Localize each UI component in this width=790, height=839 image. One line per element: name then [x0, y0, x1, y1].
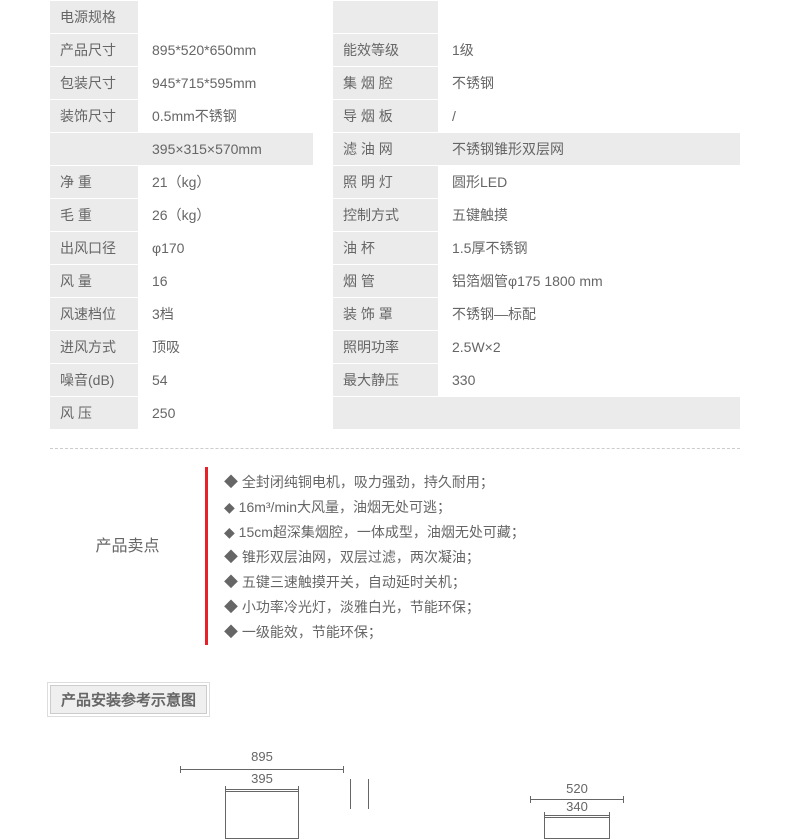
spec-value: 圆形LED	[438, 166, 740, 198]
spec-row: 毛 重26（kg） 控制方式五键触摸	[50, 199, 740, 231]
spec-row: 产品尺寸895*520*650mm 能效等级1级	[50, 34, 740, 66]
spec-value: 不锈钢	[438, 67, 740, 99]
spec-label: 能效等级	[333, 34, 438, 66]
spec-label: 集 烟 腔	[333, 67, 438, 99]
spec-value	[138, 1, 313, 33]
spec-value: 250	[138, 397, 313, 429]
spec-label: 电源规格	[50, 1, 138, 33]
selling-point-item: ◆ 一级能效，节能环保；	[224, 620, 740, 645]
spec-label: 进风方式	[50, 331, 138, 363]
dim-340: 340	[560, 799, 594, 814]
spec-label: 出风口径	[50, 232, 138, 264]
spec-row: 噪音(dB)54 最大静压330	[50, 364, 740, 396]
spec-label: 净 重	[50, 166, 138, 198]
spec-row: 电源规格	[50, 1, 740, 33]
spec-value: 330	[438, 364, 740, 396]
spec-value: 3档	[138, 298, 313, 330]
spec-label: 风速档位	[50, 298, 138, 330]
spec-label	[333, 397, 438, 429]
install-diagram: 895 395 520 340	[50, 749, 740, 839]
spec-row: 风 量16 烟 管铝箔烟管φ175 1800 mm	[50, 265, 740, 297]
install-title: 产品安装参考示意图	[50, 685, 207, 714]
selling-point-item: ◆ 锥形双层油网，双层过滤，两次凝油；	[224, 545, 740, 570]
spec-value: 395×315×570mm	[138, 133, 313, 165]
spec-value: 1.5厚不锈钢	[438, 232, 740, 264]
selling-point-item: ◆ 16m³/min大风量，油烟无处可逃；	[224, 495, 740, 520]
spec-value: 54	[138, 364, 313, 396]
spec-row: 进风方式顶吸照明功率2.5W×2	[50, 331, 740, 363]
selling-point-item: ◆ 15cm超深集烟腔，一体成型，油烟无处可藏；	[224, 520, 740, 545]
spec-table: 电源规格产品尺寸895*520*650mm能效等级1级包装尺寸945*715*5…	[50, 0, 740, 430]
spec-label: 风 量	[50, 265, 138, 297]
spec-value: 五键触摸	[438, 199, 740, 231]
spec-value: 895*520*650mm	[138, 34, 313, 66]
spec-value: 不锈钢—标配	[438, 298, 740, 330]
selling-points-title: 产品卖点	[50, 467, 205, 645]
spec-row: 风速档位3档装 饰 罩不锈钢—标配	[50, 298, 740, 330]
selling-point-item: ◆ 全封闭纯铜电机，吸力强劲，持久耐用；	[224, 470, 740, 495]
spec-row: 出风口径φ170 油 杯1.5厚不锈钢	[50, 232, 740, 264]
spec-value: 顶吸	[138, 331, 313, 363]
divider	[50, 448, 740, 449]
spec-value	[438, 1, 740, 33]
dim-895: 895	[222, 749, 302, 764]
spec-label: 毛 重	[50, 199, 138, 231]
spec-row: 包装尺寸945*715*595mm 集 烟 腔不锈钢	[50, 67, 740, 99]
spec-label: 装 饰 罩	[333, 298, 438, 330]
spec-label: 噪音(dB)	[50, 364, 138, 396]
spec-label	[50, 133, 138, 165]
install-title-wrap: 产品安装参考示意图	[50, 685, 740, 714]
spec-value: 1级	[438, 34, 740, 66]
selling-points-bar	[205, 467, 208, 645]
spec-value: φ170	[138, 232, 313, 264]
spec-value: 铝箔烟管φ175 1800 mm	[438, 265, 740, 297]
spec-value	[438, 397, 740, 429]
spec-value: 16	[138, 265, 313, 297]
spec-label: 包装尺寸	[50, 67, 138, 99]
spec-label: 烟 管	[333, 265, 438, 297]
spec-value: 945*715*595mm	[138, 67, 313, 99]
spec-value: 2.5W×2	[438, 331, 740, 363]
spec-row: 净 重21（kg） 照 明 灯圆形LED	[50, 166, 740, 198]
spec-value: 26（kg）	[138, 199, 313, 231]
spec-label: 滤 油 网	[333, 133, 438, 165]
dim-line-395	[225, 789, 299, 790]
dim-395: 395	[242, 771, 282, 786]
vline-left1	[350, 779, 351, 809]
selling-point-item: ◆ 五键三速触摸开关，自动延时关机；	[224, 570, 740, 595]
spec-value: /	[438, 100, 740, 132]
selling-points: 产品卖点 ◆ 全封闭纯铜电机，吸力强劲，持久耐用；◆ 16m³/min大风量，油…	[50, 467, 740, 645]
spec-row: 装饰尺寸0.5mm不锈钢导 烟 板/	[50, 100, 740, 132]
spec-value: 不锈钢锥形双层网	[438, 133, 740, 165]
spec-label: 风 压	[50, 397, 138, 429]
spec-label: 照 明 灯	[333, 166, 438, 198]
spec-label: 导 烟 板	[333, 100, 438, 132]
selling-point-item: ◆ 小功率冷光灯，淡雅白光，节能环保；	[224, 595, 740, 620]
spec-row: 395×315×570mm 滤 油 网不锈钢锥形双层网	[50, 133, 740, 165]
spec-value: 21（kg）	[138, 166, 313, 198]
spec-label: 控制方式	[333, 199, 438, 231]
spec-label: 装饰尺寸	[50, 100, 138, 132]
spec-label	[333, 1, 438, 33]
selling-points-list: ◆ 全封闭纯铜电机，吸力强劲，持久耐用；◆ 16m³/min大风量，油烟无处可逃…	[224, 467, 740, 645]
spec-label: 照明功率	[333, 331, 438, 363]
dim-520: 520	[557, 781, 597, 796]
box-outline-left	[225, 791, 299, 839]
spec-label: 产品尺寸	[50, 34, 138, 66]
spec-row: 风 压250	[50, 397, 740, 429]
spec-label: 油 杯	[333, 232, 438, 264]
box-outline-right	[544, 817, 610, 839]
vline-left2	[368, 779, 369, 809]
spec-value: 0.5mm不锈钢	[138, 100, 313, 132]
spec-label: 最大静压	[333, 364, 438, 396]
dim-line-895	[180, 769, 344, 770]
dim-line-340	[544, 815, 610, 816]
